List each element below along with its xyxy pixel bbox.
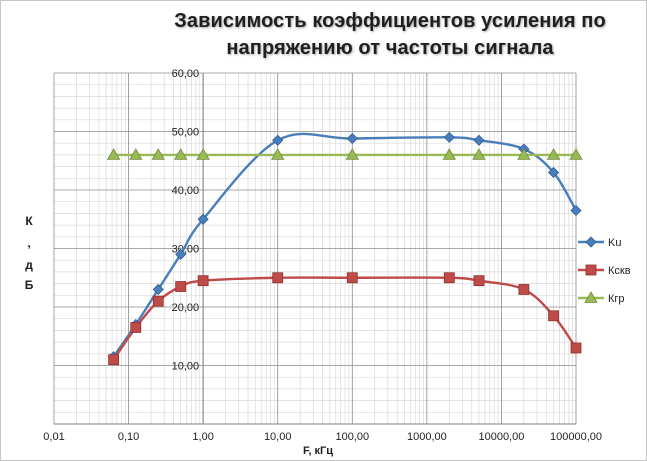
legend-entry-1: Ku — [578, 236, 621, 249]
legend-entry-2: Кскв — [578, 264, 631, 277]
data-point-marker — [443, 131, 455, 143]
data-point-marker — [548, 310, 559, 322]
x-axis-label: F, кГц — [302, 445, 334, 457]
y-tick-label: 60,00 — [172, 68, 200, 80]
y-tick-label: 40,00 — [172, 185, 200, 197]
data-point-marker — [346, 132, 358, 145]
data-point-marker — [546, 148, 561, 160]
x-tick-label: 1,00 — [192, 431, 213, 443]
data-point-marker — [570, 342, 582, 354]
legend-marker — [585, 236, 597, 248]
x-tick-label: 1000,00 — [407, 431, 447, 443]
data-point-marker — [443, 272, 455, 284]
x-tick-label: 0,01 — [43, 431, 64, 443]
data-point-marker — [197, 213, 209, 225]
data-point-marker — [108, 354, 120, 366]
data-point-marker — [130, 322, 142, 333]
y-axis-label-char-4: Б — [24, 278, 34, 292]
data-point-marker — [345, 148, 359, 160]
series-3 — [106, 148, 583, 160]
y-tick-label: 10,00 — [172, 361, 200, 373]
data-point-marker — [106, 148, 121, 160]
legend-marker — [585, 264, 597, 276]
legend-marker — [584, 291, 598, 303]
data-point-marker — [196, 148, 210, 160]
series-1 — [108, 131, 582, 363]
x-tick-label: 10000,00 — [478, 431, 524, 443]
data-point-marker — [569, 148, 583, 160]
y-tick-label: 50,00 — [172, 127, 200, 139]
chart-title-line-1: Зависимость коэффициентов усиления по — [174, 10, 606, 32]
data-point-marker — [517, 148, 531, 160]
y-axis-label-char-1: К — [25, 214, 33, 228]
data-point-marker — [346, 272, 358, 284]
data-point-marker — [272, 272, 284, 284]
data-point-marker — [271, 148, 285, 160]
legend-label: Кскв — [608, 265, 631, 277]
data-point-marker — [175, 281, 187, 292]
legend-label: Кгр — [608, 293, 625, 305]
data-point-marker — [472, 148, 486, 160]
data-point-marker — [518, 284, 530, 295]
data-point-marker — [152, 283, 164, 296]
y-axis-label-char-2: , — [27, 236, 31, 250]
y-tick-label: 20,00 — [172, 302, 200, 314]
y-axis-label-char-3: д — [25, 258, 33, 272]
data-point-marker — [442, 148, 456, 160]
data-point-marker — [174, 148, 188, 160]
series-2 — [108, 272, 582, 366]
chart-title-line-2: напряжению от частоты сигнала — [226, 37, 554, 59]
data-point-marker — [197, 275, 209, 287]
x-tick-label: 10,00 — [264, 431, 292, 443]
legend-label: Ku — [608, 237, 621, 249]
data-point-marker — [272, 134, 284, 146]
x-tick-label: 100,00 — [335, 431, 369, 443]
data-point-marker — [152, 295, 164, 307]
legend-entry-3: Кгр — [578, 291, 625, 305]
data-point-marker — [547, 166, 560, 179]
major-gridlines — [53, 72, 577, 425]
data-point-marker — [129, 148, 143, 160]
data-point-marker — [473, 275, 485, 287]
data-point-marker — [570, 204, 582, 217]
data-point-marker — [151, 148, 165, 160]
x-tick-label: 0,10 — [118, 431, 139, 443]
data-point-marker — [175, 248, 187, 260]
data-point-marker — [473, 134, 485, 146]
x-tick-label: 100000,00 — [550, 431, 602, 443]
